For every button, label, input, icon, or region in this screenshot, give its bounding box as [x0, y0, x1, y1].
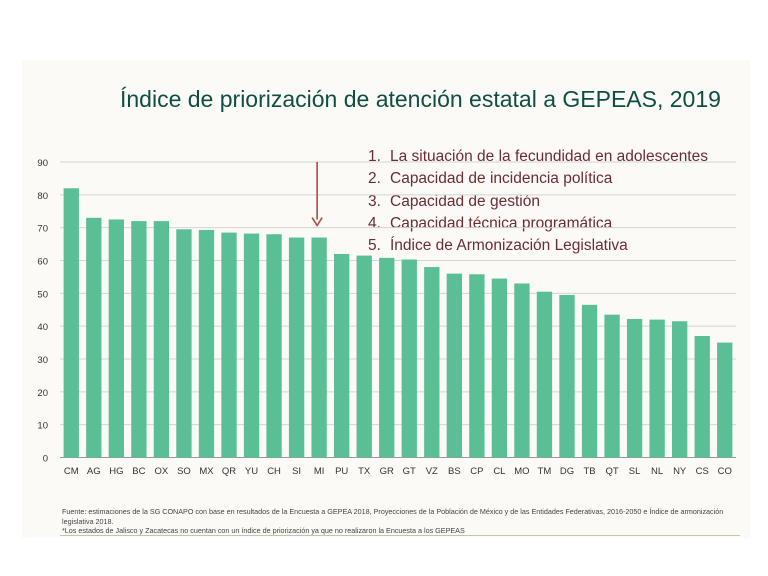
y-tick-label: 80: [37, 191, 48, 202]
x-tick-label: BS: [448, 466, 461, 477]
criteria-number: 3.: [368, 192, 381, 210]
bar: [131, 221, 147, 458]
x-tick-label: TX: [358, 466, 371, 477]
bar: [108, 219, 124, 458]
x-tick-label: CP: [470, 466, 483, 477]
bar: [198, 229, 215, 458]
bar: [717, 342, 733, 458]
x-tick-label: CO: [718, 466, 732, 477]
y-tick-label: 90: [37, 158, 48, 169]
x-tick-label: VZ: [426, 466, 438, 477]
x-tick-label: OX: [155, 466, 169, 477]
bar: [559, 294, 575, 458]
bar: [334, 253, 350, 458]
bar: [672, 321, 688, 458]
criteria-text: Índice de Armonización Legislativa: [390, 237, 628, 255]
chart-title: Índice de priorización de atención estat…: [120, 86, 721, 112]
x-tick-label: DG: [560, 466, 574, 477]
bar: [153, 221, 170, 458]
y-tick-label: 70: [37, 224, 48, 235]
bar: [694, 336, 710, 458]
bar: [401, 259, 417, 458]
bar: [491, 278, 508, 458]
bar: [581, 304, 598, 458]
y-tick-label: 50: [37, 289, 48, 300]
x-tick-label: MO: [514, 466, 529, 477]
bar: [288, 237, 305, 458]
criteria-item: 3. Capacidad de gestión: [368, 191, 708, 213]
y-tick-label: 60: [37, 257, 48, 268]
x-tick-label: CM: [64, 466, 79, 477]
x-tick-label: TB: [583, 466, 595, 477]
highlight-arrow-icon: [311, 217, 323, 228]
x-tick-label: QR: [222, 466, 236, 477]
x-tick-label: AG: [87, 466, 101, 477]
criteria-item: 5. Índice de Armonización Legislativa: [368, 235, 708, 257]
bar: [379, 257, 395, 458]
bar: [604, 314, 620, 458]
bar: [424, 267, 440, 458]
x-tick-label: TM: [538, 466, 552, 477]
bar: [266, 234, 282, 458]
x-tick-label: YU: [245, 466, 258, 477]
x-tick-label: NL: [651, 466, 663, 477]
bar: [536, 291, 553, 458]
bar: [221, 232, 237, 458]
x-tick-label: BC: [132, 466, 145, 477]
bar: [469, 274, 485, 458]
criteria-text: Capacidad de incidencia política: [390, 170, 613, 188]
criteria-number: 1.: [368, 148, 381, 165]
x-tick-label: GR: [380, 466, 394, 477]
x-tick-label: SI: [292, 466, 301, 477]
y-tick-label: 20: [37, 388, 48, 399]
bar: [86, 217, 102, 458]
bar-chart: 0 10 20 30 40 50 60 70 80 90 CM AG HG BC OX SO MX QR YU CH S…: [37, 158, 736, 477]
footnote-note: *Los estados de Jalisco y Zacatecas no c…: [62, 526, 465, 536]
x-tick-label: MI: [314, 466, 325, 477]
x-tick-label: HG: [109, 466, 123, 477]
bar: [243, 233, 260, 458]
criteria-text: Capacidad de gestión: [390, 192, 540, 210]
bar: [514, 283, 530, 458]
bar: [356, 255, 372, 458]
y-tick-label: 40: [37, 322, 48, 333]
x-tick-label: NY: [673, 466, 687, 477]
x-tick-label: MX: [199, 466, 214, 477]
criteria-number: 5.: [368, 237, 381, 255]
x-tick-label: SL: [629, 466, 641, 477]
footnote-source: Fuente: estimaciones de la SG CONAPO con…: [62, 507, 724, 526]
bar: [446, 273, 462, 458]
x-tick-label: QT: [605, 466, 618, 477]
bar: [176, 229, 192, 458]
bar: [63, 188, 79, 458]
criteria-item: 2. Capacidad de incidencia política: [368, 168, 708, 190]
y-tick-label: 30: [37, 355, 48, 366]
bar: [311, 237, 327, 458]
criteria-item: 1. La situación de la fecundidad en adole…: [368, 146, 708, 168]
x-tick-label: CH: [267, 466, 281, 477]
bar: [626, 318, 643, 458]
criteria-text: La situación de la fecundidad en adolesc…: [390, 148, 708, 165]
x-tick-label: GT: [403, 466, 416, 477]
x-tick-label: PU: [335, 466, 348, 477]
x-tick-label: CS: [696, 466, 709, 477]
criteria-number: 2.: [368, 170, 381, 188]
y-tick-label: 0: [43, 454, 48, 465]
x-tick-label: CL: [493, 466, 505, 477]
y-tick-label: 10: [37, 421, 48, 432]
divider: [60, 535, 740, 536]
bar: [649, 319, 665, 458]
footnote: Fuente: estimaciones de la SG CONAPO con…: [62, 507, 742, 536]
x-tick-label: SO: [177, 466, 191, 477]
